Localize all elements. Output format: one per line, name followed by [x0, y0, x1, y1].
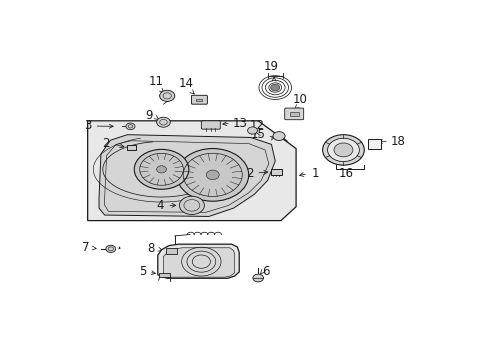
FancyBboxPatch shape — [289, 112, 298, 116]
Text: 9: 9 — [145, 109, 153, 122]
Text: 17: 17 — [336, 154, 350, 167]
Text: 16: 16 — [338, 167, 353, 180]
FancyBboxPatch shape — [367, 139, 380, 149]
FancyBboxPatch shape — [165, 248, 177, 255]
Text: 4: 4 — [156, 199, 164, 212]
Text: 8: 8 — [147, 242, 155, 255]
Text: 13: 13 — [232, 117, 247, 130]
Polygon shape — [87, 121, 296, 221]
Text: 6: 6 — [262, 265, 269, 278]
Text: 11: 11 — [149, 75, 164, 87]
Circle shape — [134, 149, 188, 189]
Circle shape — [333, 143, 352, 157]
FancyBboxPatch shape — [191, 95, 207, 104]
FancyBboxPatch shape — [159, 273, 170, 278]
Circle shape — [176, 149, 248, 201]
Text: 5: 5 — [139, 265, 146, 278]
Text: 14: 14 — [178, 77, 193, 90]
Text: 12: 12 — [249, 119, 264, 132]
Circle shape — [179, 196, 204, 215]
Polygon shape — [158, 244, 239, 278]
Circle shape — [272, 132, 285, 140]
Circle shape — [156, 117, 170, 127]
Text: 1: 1 — [311, 167, 318, 180]
Text: 2: 2 — [245, 167, 253, 180]
FancyBboxPatch shape — [284, 108, 303, 120]
Text: 10: 10 — [292, 93, 306, 105]
Circle shape — [105, 245, 116, 252]
Polygon shape — [163, 248, 234, 277]
FancyBboxPatch shape — [196, 99, 202, 102]
Circle shape — [126, 123, 135, 130]
FancyBboxPatch shape — [271, 169, 282, 175]
Circle shape — [270, 84, 279, 91]
Circle shape — [327, 138, 359, 162]
Circle shape — [159, 90, 175, 102]
FancyBboxPatch shape — [201, 121, 220, 129]
Circle shape — [156, 166, 166, 173]
FancyBboxPatch shape — [127, 145, 136, 150]
Text: 15: 15 — [250, 128, 265, 141]
Text: 18: 18 — [390, 135, 405, 148]
Circle shape — [252, 274, 263, 282]
Circle shape — [206, 170, 219, 180]
Circle shape — [322, 135, 364, 165]
Text: 2: 2 — [102, 137, 109, 150]
Text: 19: 19 — [263, 60, 278, 73]
Polygon shape — [99, 135, 275, 216]
Text: 7: 7 — [82, 241, 89, 254]
Text: 3: 3 — [84, 119, 91, 132]
Circle shape — [247, 127, 257, 134]
